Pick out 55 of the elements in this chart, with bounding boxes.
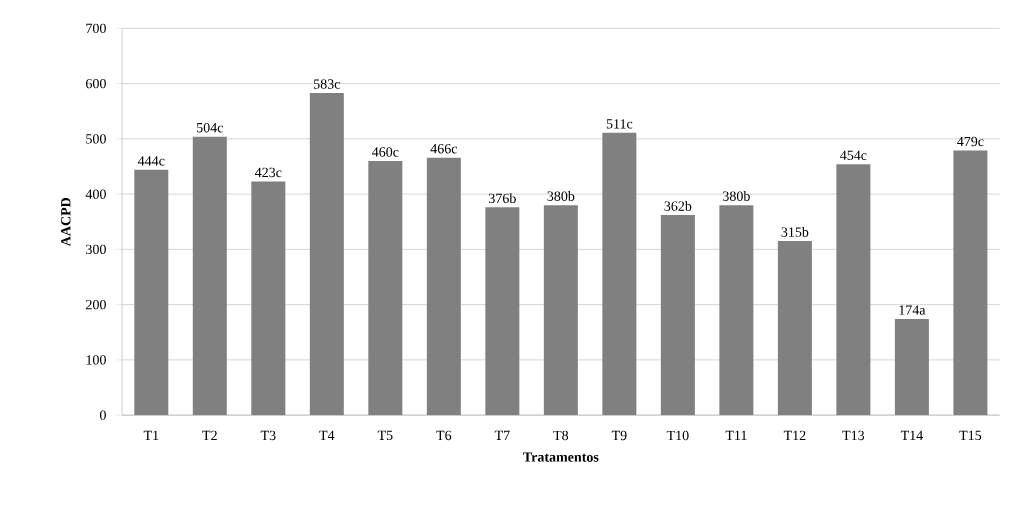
x-tick-label: T2 [202,430,217,440]
bar [836,164,871,416]
y-axis-title: AACPD [61,197,71,247]
bar [953,150,988,416]
y-tick-label: 300 [86,244,106,255]
bar [192,136,227,416]
x-tick-label: T13 [842,430,865,441]
data-label: 460c [371,147,399,157]
x-tick-label: T10 [666,430,689,441]
bar [894,318,929,416]
x-axis-title: Tratamentos [523,452,599,462]
bar [309,92,344,416]
x-tick-label: T11 [725,430,747,440]
y-tick-label: 0 [99,410,106,420]
bar [543,205,578,416]
x-tick-label: T14 [900,430,923,440]
x-tick-label: T6 [436,430,452,441]
data-label: 174a [899,305,926,315]
bar [368,160,403,416]
bar [660,215,695,416]
bar [134,169,169,416]
x-tick-label: T15 [959,430,982,441]
data-label: 454c [840,150,867,160]
data-label: 504c [197,122,223,133]
bar [251,181,286,416]
data-label: 423c [254,167,282,178]
y-tick-label: 100 [86,355,106,365]
data-label: 380b [547,190,575,201]
bar [777,241,812,416]
y-tick-label: 500 [86,134,106,144]
data-label: 466c [430,143,458,154]
x-tick-label: T7 [494,430,510,440]
y-tick-label: 400 [85,189,106,199]
data-label: 315b [781,226,809,237]
data-label: 362b [664,200,692,211]
bar [719,205,754,416]
data-label: 511c [606,119,633,129]
x-tick-label: T3 [260,430,276,441]
x-tick-label: T5 [377,430,393,440]
x-tick-label: T4 [319,430,335,440]
data-label: 376b [489,193,516,204]
y-tick-label: 200 [86,299,106,310]
data-label: 444c [137,156,165,166]
x-tick-label: T8 [553,430,569,441]
x-tick-label: T12 [783,430,806,440]
x-tick-label: T9 [611,430,627,441]
data-label: 380b [723,190,750,201]
bar [426,157,461,416]
bar [602,132,637,416]
data-label: 479c [957,136,984,147]
y-tick-label: 600 [86,78,106,89]
x-tick-label: T1 [143,430,159,440]
y-tick-label: 700 [86,23,106,34]
bar [485,207,520,416]
data-label: 583c [314,79,340,89]
